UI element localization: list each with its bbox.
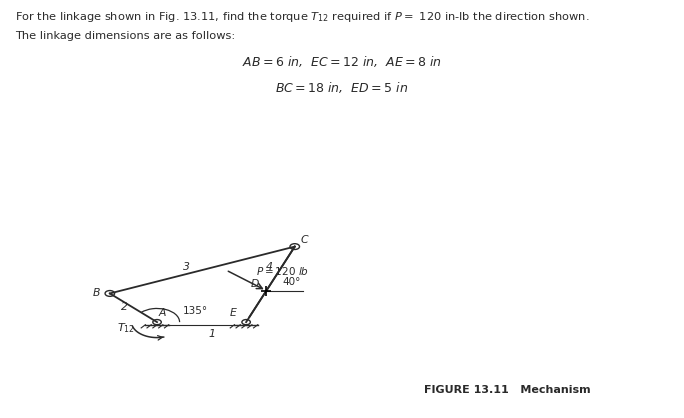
Text: $BC = 18$ in,  $ED = 5$ in: $BC = 18$ in, $ED = 5$ in <box>276 80 408 95</box>
Text: B: B <box>93 288 101 298</box>
Text: 3: 3 <box>183 263 190 273</box>
Text: FIGURE 13.11   Mechanism: FIGURE 13.11 Mechanism <box>424 385 591 395</box>
Text: $AB = 6$ in,  $EC = 12$ in,  $AE = 8$ in: $AB = 6$ in, $EC = 12$ in, $AE = 8$ in <box>242 54 442 69</box>
Text: E: E <box>230 308 237 318</box>
Text: 4: 4 <box>265 262 272 272</box>
Text: 1: 1 <box>209 329 215 339</box>
Text: For the linkage shown in Fig. 13.11, find the torque $T_{12}$ required if $P =$ : For the linkage shown in Fig. 13.11, fin… <box>15 10 590 24</box>
Text: $P = 120$ lb: $P = 120$ lb <box>256 265 308 277</box>
Text: D: D <box>250 279 259 289</box>
Text: A: A <box>158 308 166 318</box>
Text: 40°: 40° <box>282 278 301 288</box>
Text: 135°: 135° <box>183 306 208 316</box>
Text: C: C <box>300 235 308 245</box>
Text: 2: 2 <box>120 302 127 312</box>
Text: $T_{12}$: $T_{12}$ <box>117 322 135 336</box>
Text: The linkage dimensions are as follows:: The linkage dimensions are as follows: <box>15 31 235 41</box>
